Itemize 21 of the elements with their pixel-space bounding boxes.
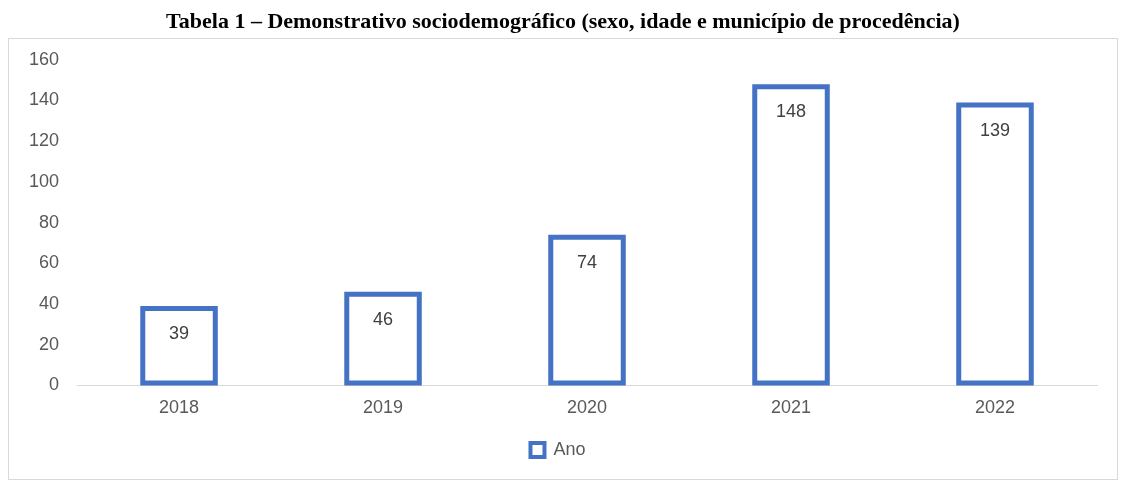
data-label: 148 — [775, 101, 807, 122]
y-tick-label: 140 — [28, 89, 60, 110]
y-tick-label: 80 — [39, 211, 60, 232]
y-tick-label: 120 — [28, 130, 60, 151]
x-tick-label: 2018 — [159, 397, 200, 418]
x-tick-label: 2019 — [363, 397, 404, 418]
x-tick-label: 2020 — [566, 397, 608, 418]
y-tick-label: 60 — [39, 252, 60, 273]
legend-label: Ano — [553, 438, 586, 459]
x-tick-label: 2022 — [974, 397, 1016, 418]
y-tick-label: 40 — [39, 292, 60, 313]
y-tick-label: 160 — [28, 48, 60, 69]
y-tick-label: 20 — [39, 333, 60, 354]
y-tick-label: 0 — [49, 374, 60, 395]
x-tick-label: 2021 — [770, 397, 812, 418]
y-tick-label: 100 — [28, 170, 60, 191]
data-label: 139 — [979, 119, 1011, 140]
data-label: 39 — [169, 323, 190, 343]
chart-title: Tabela 1 – Demonstrativo sociodemográfico (sexo, idade e município de procedência) — [165, 8, 961, 34]
data-label: 46 — [373, 308, 394, 329]
data-label: 74 — [577, 251, 598, 272]
